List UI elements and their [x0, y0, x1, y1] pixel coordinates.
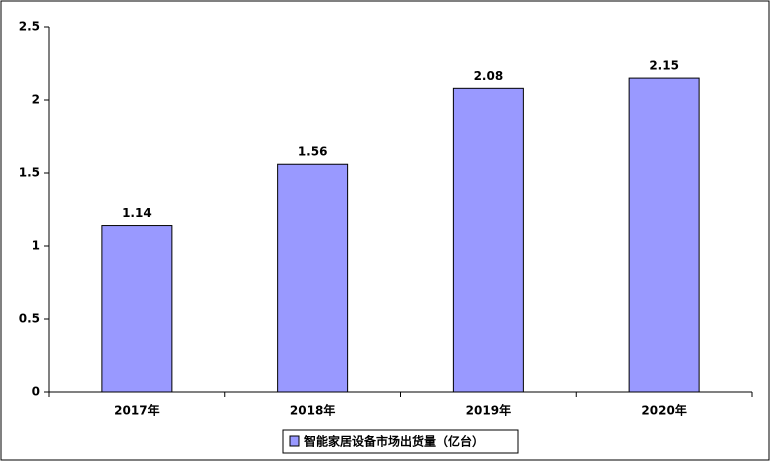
legend-box: [282, 429, 519, 454]
bar: [628, 77, 700, 393]
y-tick-label: 0: [32, 385, 40, 399]
x-tick-label: 2020年: [641, 403, 686, 418]
value-label: 1.14: [122, 206, 152, 220]
x-tick-label: 2018年: [290, 403, 335, 418]
y-tick-label: 2: [32, 93, 40, 107]
x-tick-label: 2017年: [114, 403, 159, 418]
y-tick-label: 1: [32, 239, 40, 253]
y-tick-label: 0.5: [19, 312, 40, 326]
legend: 智能家居设备市场出货量（亿台）: [282, 429, 519, 454]
x-tick-label: 2019年: [466, 403, 511, 418]
bar: [101, 225, 173, 393]
legend-swatch: [289, 435, 300, 447]
bar: [452, 87, 524, 393]
value-label: 1.56: [298, 145, 328, 159]
y-tick-label: 1.5: [19, 166, 40, 180]
y-tick-label: 2.5: [19, 20, 40, 34]
value-label: 2.08: [474, 69, 504, 83]
legend-label: 智能家居设备市场出货量（亿台）: [303, 434, 484, 449]
value-label: 2.15: [649, 59, 679, 73]
bar: [277, 163, 349, 393]
